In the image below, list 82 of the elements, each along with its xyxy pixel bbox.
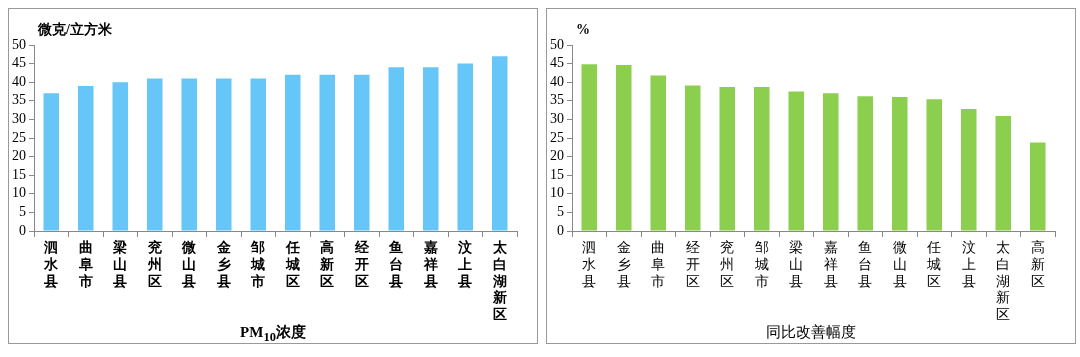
bar [284,74,301,231]
x-tick-label: 任城区 [284,240,300,289]
x-tick-label: 嘉祥县 [422,240,438,289]
bar [822,93,839,231]
x-tick-label: 邹城市 [250,240,266,289]
bar [43,93,60,231]
y-tick-label: 45 [12,55,26,71]
x-tick-label: 兖州区 [720,240,735,289]
y-tick-label: 35 [550,92,564,108]
bar [615,65,632,231]
bar [891,97,908,231]
bar [650,75,667,231]
y-tick-label: 10 [12,185,26,201]
x-tick-label: 梁山县 [789,240,804,289]
y-tick-label: 40 [550,73,564,89]
bar [388,67,405,231]
y-tick-label: 15 [12,166,26,182]
bar [719,87,736,231]
x-tick-label: 邹城市 [753,240,769,289]
bar [215,78,232,231]
x-tick-label: 汶上县 [961,240,976,289]
x-tick-label: 梁山县 [112,239,128,289]
x-tick-label: 高新区 [1030,240,1045,289]
y-tick-label: 20 [12,148,26,164]
bar [457,63,474,231]
bar [995,116,1012,231]
bar [112,82,129,231]
x-tick-label: 嘉祥县 [823,240,838,289]
x-tick-label: 汶上县 [457,239,474,289]
bar [960,108,977,231]
x-tick-label: 泗水县 [582,240,597,289]
y-tick-label: 50 [550,36,564,52]
x-tick-label: 高新区 [319,239,335,289]
x-tick-label: 经开区 [685,240,700,289]
x-axis-title: PM$_{10}$浓度 [239,323,307,344]
y-tick-label: 0 [19,222,26,238]
x-tick-label: 金乡县 [215,240,232,289]
y-tick-label: 40 [12,73,26,89]
bar [422,67,439,231]
y-tick-label: 25 [550,129,564,145]
bar [491,56,508,231]
x-tick-label: 鱼台县 [858,240,873,289]
x-tick-label: 微山县 [181,240,198,289]
x-axis-title: 同比改善幅度 [765,323,857,342]
bar [250,78,267,231]
x-tick-label: 太白湖新区 [491,240,508,323]
y-tick-label: 50 [12,36,26,52]
bar [146,78,163,231]
x-tick-label: 太白湖新区 [996,240,1011,323]
bar [857,96,874,231]
bar [581,64,598,231]
x-tick-label: 曲阜市 [77,240,93,289]
bar [1029,142,1046,231]
y-tick-label: 10 [550,185,564,201]
y-tick-label: 0 [557,222,564,238]
bar [684,85,701,231]
y-tick-label: 45 [550,55,564,71]
x-tick-label: 任城区 [926,240,942,289]
bar [788,91,805,231]
y-tick-label: 25 [12,129,26,145]
x-tick-label: 经开区 [353,240,370,289]
x-tick-label: 曲阜市 [651,240,666,289]
x-tick-label: 金乡县 [616,240,631,289]
bar [319,74,336,231]
bar [77,85,94,231]
x-tick-label: 微山县 [892,240,907,289]
y-tick-label: 30 [12,111,26,127]
bar [926,99,943,231]
x-tick-label: 兖州区 [146,239,162,289]
x-tick-label: 泗水县 [43,240,60,289]
y-tick-label: 5 [557,204,564,220]
y-tick-label: 20 [550,148,564,164]
y-axis-title: 微克/立方米 [37,20,113,37]
y-tick-label: 15 [550,166,564,182]
bar [353,74,370,231]
bar [181,78,198,231]
y-tick-label: 30 [550,111,564,127]
y-tick-label: 5 [19,204,26,220]
bar [753,87,770,231]
x-tick-label: 鱼台县 [388,240,404,289]
y-axis-title: % [576,21,590,37]
y-tick-label: 35 [12,92,26,108]
